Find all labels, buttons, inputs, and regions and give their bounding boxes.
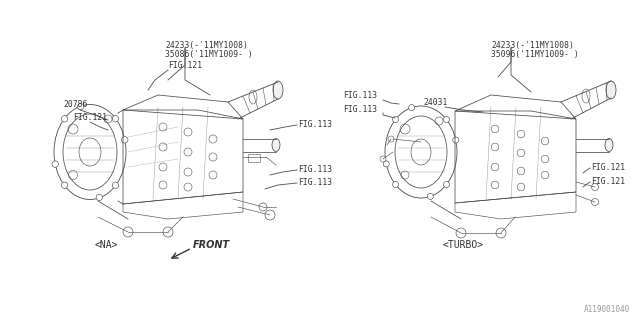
Circle shape [259,203,267,211]
Circle shape [517,183,525,191]
Circle shape [409,105,415,111]
Circle shape [159,123,167,131]
Circle shape [122,137,128,143]
Circle shape [184,168,192,176]
Text: FIG.113: FIG.113 [298,165,332,174]
Circle shape [444,116,449,123]
Circle shape [209,135,217,143]
Text: FIG.121: FIG.121 [591,163,625,172]
Circle shape [159,181,167,189]
Circle shape [123,227,133,237]
Circle shape [517,149,525,157]
Text: <NA>: <NA> [94,240,118,250]
Text: 20786: 20786 [63,100,88,109]
Circle shape [112,116,118,122]
Text: 24233(-'11MY1008): 24233(-'11MY1008) [165,41,248,50]
Circle shape [428,193,433,199]
Circle shape [591,183,598,190]
Text: 24233(-'11MY1008): 24233(-'11MY1008) [491,41,574,50]
Text: FIG.121: FIG.121 [168,61,202,70]
Circle shape [591,198,598,205]
Circle shape [496,228,506,238]
Circle shape [392,116,399,123]
Text: FIG.113: FIG.113 [298,120,332,129]
Text: FIG.113: FIG.113 [298,178,332,187]
Circle shape [265,210,275,220]
Circle shape [452,137,459,143]
Circle shape [184,128,192,136]
Text: <TURBO>: <TURBO> [442,240,484,250]
Circle shape [112,182,118,188]
Circle shape [96,194,102,201]
Circle shape [492,181,499,189]
Circle shape [77,103,84,110]
Circle shape [61,182,68,188]
Text: FIG.121: FIG.121 [73,113,107,122]
Circle shape [456,228,466,238]
Circle shape [380,156,386,162]
Circle shape [184,148,192,156]
Text: 24031: 24031 [423,98,447,107]
Text: 35096('11MY1009- ): 35096('11MY1009- ) [491,50,579,59]
Circle shape [52,161,58,167]
Circle shape [492,163,499,171]
Circle shape [517,167,525,175]
Circle shape [383,161,389,167]
Circle shape [541,137,548,145]
Circle shape [517,130,525,138]
Circle shape [492,143,499,151]
Circle shape [388,136,394,142]
Text: A119001040: A119001040 [584,305,630,314]
Text: FIG.113: FIG.113 [343,105,377,114]
Circle shape [163,227,173,237]
Circle shape [492,125,499,133]
Circle shape [209,153,217,161]
Ellipse shape [605,139,613,151]
Ellipse shape [606,81,616,99]
Bar [248,154,260,162]
Ellipse shape [272,139,280,151]
Circle shape [392,181,399,188]
Ellipse shape [273,81,283,99]
Circle shape [61,116,68,122]
Circle shape [159,143,167,151]
Text: FIG.113: FIG.113 [343,91,377,100]
Text: 35086('11MY1009- ): 35086('11MY1009- ) [165,50,253,59]
Circle shape [209,171,217,179]
Circle shape [541,155,548,163]
Circle shape [541,171,548,179]
Text: FIG.121: FIG.121 [591,177,625,186]
Text: FRONT: FRONT [193,240,230,250]
Circle shape [184,183,192,191]
Circle shape [159,163,167,171]
Circle shape [444,181,449,188]
